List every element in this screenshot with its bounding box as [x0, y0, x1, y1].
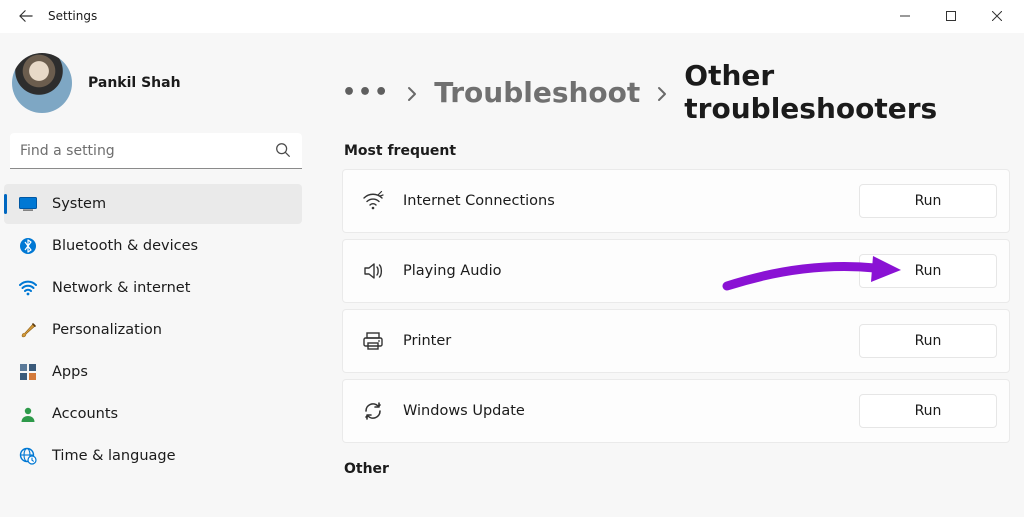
- sidebar-item-bluetooth[interactable]: Bluetooth & devices: [4, 226, 302, 266]
- close-button[interactable]: [974, 0, 1020, 32]
- breadcrumb-prev[interactable]: Troubleshoot: [434, 76, 640, 109]
- sidebar-item-label: System: [52, 196, 106, 212]
- section-title-other: Other: [344, 461, 1010, 477]
- sidebar-item-label: Apps: [52, 364, 88, 380]
- run-button[interactable]: Run: [859, 254, 997, 288]
- sidebar-item-system[interactable]: System: [4, 184, 302, 224]
- window-title: Settings: [48, 9, 97, 23]
- chevron-right-icon: [656, 76, 668, 109]
- bluetooth-icon: [18, 236, 38, 256]
- troubleshooter-internet: Internet Connections Run: [342, 169, 1010, 233]
- sidebar-item-label: Accounts: [52, 406, 118, 422]
- sidebar-item-accounts[interactable]: Accounts: [4, 394, 302, 434]
- breadcrumb-current: Other troubleshooters: [684, 59, 1010, 125]
- run-button[interactable]: Run: [859, 324, 997, 358]
- person-icon: [18, 404, 38, 424]
- troubleshooter-label: Windows Update: [403, 403, 525, 419]
- run-button[interactable]: Run: [859, 184, 997, 218]
- globe-clock-icon: [18, 446, 38, 466]
- sidebar-item-label: Bluetooth & devices: [52, 238, 198, 254]
- sidebar-item-apps[interactable]: Apps: [4, 352, 302, 392]
- apps-icon: [18, 362, 38, 382]
- back-button[interactable]: [12, 2, 40, 30]
- sidebar-item-label: Network & internet: [52, 280, 190, 296]
- sidebar: Pankil Shah System Bluetooth & devices: [0, 33, 312, 517]
- search-input[interactable]: [10, 133, 302, 169]
- main-content: ••• Troubleshoot Other troubleshooters M…: [312, 33, 1024, 517]
- arrow-left-icon: [19, 9, 33, 23]
- breadcrumb-ellipsis[interactable]: •••: [342, 80, 390, 105]
- profile-block[interactable]: Pankil Shah: [0, 41, 312, 129]
- speaker-icon: [361, 260, 385, 282]
- printer-icon: [361, 330, 385, 352]
- troubleshooter-label: Internet Connections: [403, 193, 555, 209]
- nav-list: System Bluetooth & devices Network & int…: [0, 183, 312, 477]
- sidebar-item-time-language[interactable]: Time & language: [4, 436, 302, 476]
- wifi-icon: [361, 190, 385, 212]
- section-title-most-frequent: Most frequent: [344, 143, 1010, 159]
- search-wrap: [10, 133, 302, 169]
- troubleshooter-printer: Printer Run: [342, 309, 1010, 373]
- minimize-button[interactable]: [882, 0, 928, 32]
- maximize-button[interactable]: [928, 0, 974, 32]
- window-controls: [882, 0, 1020, 32]
- brush-icon: [18, 320, 38, 340]
- sidebar-item-network[interactable]: Network & internet: [4, 268, 302, 308]
- system-icon: [18, 194, 38, 214]
- troubleshooter-label: Printer: [403, 333, 451, 349]
- breadcrumb: ••• Troubleshoot Other troubleshooters: [342, 59, 1010, 125]
- run-button[interactable]: Run: [859, 394, 997, 428]
- troubleshooter-audio: Playing Audio Run: [342, 239, 1010, 303]
- refresh-icon: [361, 400, 385, 422]
- sidebar-item-label: Time & language: [52, 448, 176, 464]
- sidebar-item-personalization[interactable]: Personalization: [4, 310, 302, 350]
- sidebar-item-label: Personalization: [52, 322, 162, 338]
- avatar: [12, 53, 72, 113]
- chevron-right-icon: [406, 76, 418, 109]
- troubleshooter-label: Playing Audio: [403, 263, 501, 279]
- wifi-icon: [18, 278, 38, 298]
- search-icon: [274, 141, 292, 163]
- user-name: Pankil Shah: [88, 75, 181, 91]
- troubleshooter-windows-update: Windows Update Run: [342, 379, 1010, 443]
- title-bar: Settings: [0, 0, 1024, 32]
